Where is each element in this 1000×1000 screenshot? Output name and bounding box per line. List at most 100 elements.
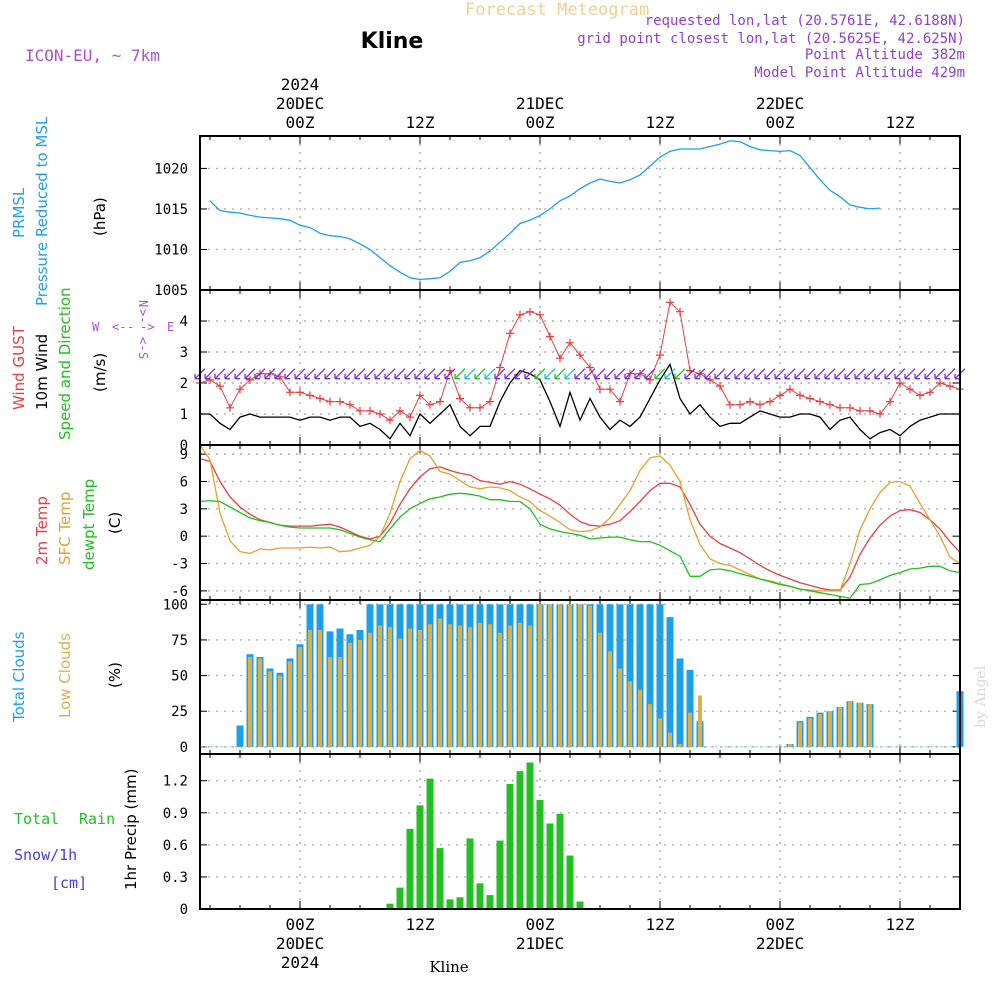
gust-marker — [646, 375, 654, 384]
wind-direction-arrow — [644, 368, 656, 380]
wind-direction-arrow — [774, 368, 786, 380]
watermark: by Angel — [973, 665, 989, 728]
gust-marker — [366, 406, 374, 415]
compass-arrow-up: >- — [136, 309, 150, 323]
panel-5: 0 0.3 0.6 0.9 1.2 — [163, 754, 961, 918]
bottom-time-label: 12Z — [646, 915, 675, 934]
footer-location: Kline — [429, 958, 468, 976]
gust-marker — [356, 406, 364, 415]
low-cloud-bar — [268, 671, 272, 747]
gust-marker — [286, 388, 294, 397]
low-cloud-bar — [418, 629, 422, 747]
gust-marker — [656, 351, 664, 360]
wind-direction-arrow — [324, 368, 336, 380]
gust-marker — [466, 403, 474, 412]
gust-marker — [206, 375, 214, 384]
wind-direction-arrow — [814, 368, 826, 380]
wind-direction-arrow — [224, 368, 236, 380]
gust-marker — [336, 397, 344, 406]
low-clouds-label: Low Clouds — [56, 633, 74, 718]
wind-direction-arrow — [864, 368, 876, 380]
wind-direction-arrow — [614, 368, 626, 380]
gust-marker — [376, 410, 384, 418]
low-cloud-bar — [598, 632, 602, 747]
top-time-label: 12Z — [886, 113, 915, 132]
low-cloud-bar — [488, 624, 492, 747]
y-tick-label: 1010 — [154, 242, 188, 258]
wind-direction-arrow — [554, 368, 566, 380]
y-tick-label: 1015 — [154, 202, 188, 218]
low-cloud-bar — [638, 689, 642, 747]
wind-direction-arrow — [254, 368, 266, 380]
model-label: ICON-EU, ~ 7km — [25, 46, 160, 65]
low-cloud-bar — [628, 681, 632, 747]
wind-direction-arrow — [454, 368, 466, 380]
wind-direction-arrow — [634, 368, 646, 380]
gust-marker — [476, 403, 484, 412]
ms-unit-label: (m/s) — [91, 353, 109, 392]
panel-border — [199, 444, 961, 601]
gust-marker — [796, 391, 804, 400]
bottom-time-label: 00Z — [286, 915, 315, 934]
location-title: Kline — [361, 29, 424, 54]
gust-marker — [906, 385, 914, 394]
panel-border — [199, 135, 961, 291]
low-cloud-bar — [258, 658, 262, 747]
wind-direction-arrow — [874, 368, 886, 380]
wind-direction-arrow — [294, 368, 306, 380]
gust-label: Wind GUST — [10, 325, 28, 410]
temp2m-label: 2m Temp — [33, 496, 51, 565]
top-time-label: 12Z — [646, 113, 675, 132]
gust-marker — [406, 413, 414, 422]
low-cloud-bar — [848, 701, 852, 747]
rain-bar — [466, 838, 474, 909]
gust-marker — [556, 354, 564, 363]
wind-direction-arrow — [934, 368, 946, 380]
bottom-time-label: 2024 — [281, 953, 320, 972]
hpa-unit-label: (hPa) — [91, 197, 109, 236]
gust-marker — [506, 329, 514, 338]
low-cloud-bar — [688, 712, 692, 747]
panel-border — [199, 753, 961, 910]
snow-unit-label: [cm] — [51, 874, 87, 892]
gust-marker — [946, 382, 954, 391]
gust-marker — [756, 400, 764, 409]
bottom-time-label: 22DEC — [756, 934, 804, 953]
wind-direction-arrow — [714, 368, 726, 380]
prmsl-long-label: Pressure Reduced to MSL — [33, 116, 51, 306]
wind-direction-arrow — [534, 368, 546, 380]
gust-marker — [236, 385, 244, 394]
wind-direction-arrow — [704, 368, 716, 380]
wind-direction-arrow — [474, 368, 486, 380]
low-cloud-bar — [368, 632, 372, 747]
gust-marker — [666, 298, 674, 307]
total-cloud-bar — [236, 725, 244, 747]
wind-direction-arrow — [314, 368, 326, 380]
rain-bar — [506, 783, 514, 909]
wind-direction-arrow — [854, 368, 866, 380]
wind-direction-arrow — [834, 368, 846, 380]
y-tick-label: 9 — [180, 447, 188, 463]
bottom-time-label: 00Z — [766, 915, 795, 934]
total-cloud-bar — [666, 617, 674, 747]
pct-unit-label: (%) — [106, 662, 124, 688]
wind-direction-arrow — [574, 368, 586, 380]
gust-marker — [306, 391, 314, 400]
compass-center: - — [127, 320, 134, 334]
low-cloud-bar — [678, 744, 682, 747]
dewpt-temp-label: dewpt Temp — [80, 479, 98, 570]
compass-east: E — [167, 320, 174, 334]
wind-direction-arrow — [244, 368, 256, 380]
wind-direction-arrow — [304, 368, 316, 380]
wind-direction-arrow — [234, 368, 246, 380]
bottom-time-label: 00Z — [526, 915, 555, 934]
rain-bar — [516, 771, 524, 909]
wind-direction-arrow — [804, 368, 816, 380]
gust-marker — [296, 388, 304, 397]
top-time-label: 21DEC — [516, 94, 564, 113]
rain-bar — [566, 855, 574, 909]
low-cloud-bar — [248, 657, 252, 747]
